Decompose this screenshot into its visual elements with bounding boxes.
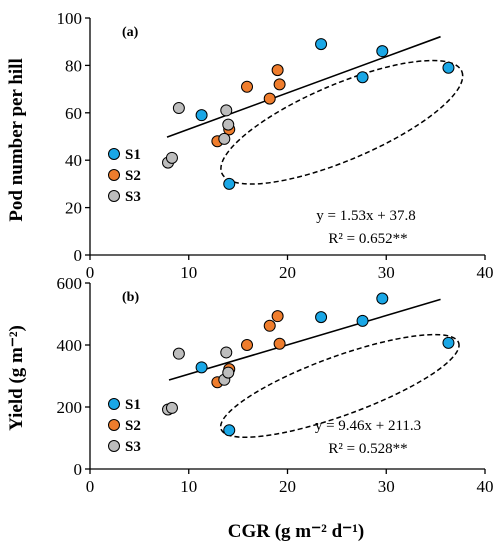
panel-a-point-s3	[222, 118, 235, 131]
panel-a-y-tick-label: 0	[74, 246, 83, 265]
panel-b-x-tick-label: 0	[86, 477, 95, 496]
panel-b-legend-label-s1: S1	[125, 397, 141, 413]
panel-b-legend-marker-s1	[108, 398, 120, 410]
panel-a-legend-label-s3: S3	[125, 189, 141, 205]
panel-b-point-s2	[263, 319, 276, 332]
panel-b-point-s2	[273, 337, 286, 350]
panel-b-x-tick-label: 30	[378, 477, 395, 496]
panel-b-point-s1	[315, 311, 328, 324]
panel-a-legend-label-s2: S2	[125, 168, 141, 184]
panel-b-legend-label-s3: S3	[125, 439, 141, 455]
panel-b-legend-marker-s3	[108, 440, 120, 452]
panel-a-x-tick-label: 40	[477, 263, 494, 282]
panel-a-point-s1	[442, 61, 455, 74]
panel-a-y-tick-label: 60	[65, 104, 82, 123]
panel-a-label: (a)	[122, 25, 139, 40]
panel-a-legend-label-s1: S1	[125, 147, 141, 163]
panel-b-x-tick-label: 40	[477, 477, 494, 496]
panel-b-label: (b)	[122, 290, 139, 305]
panel-b-point-s3	[165, 401, 178, 414]
panel-b-y-tick-label: 200	[57, 398, 83, 417]
panel-b-point-s2	[241, 339, 254, 351]
panel-b-point-s3	[172, 347, 185, 360]
panel-b-point-s1	[376, 292, 389, 305]
panel-b-point-s1	[223, 424, 236, 437]
panel-a-point-s1	[356, 71, 369, 84]
panel-a-x-tick-label: 20	[279, 263, 296, 282]
panel-b-point-s1	[442, 336, 455, 349]
panel-b-y-tick-label: 600	[57, 274, 83, 293]
panel-a-equation: y = 1.53x + 37.8	[316, 208, 415, 224]
panel-a-x-tick-label: 30	[378, 263, 395, 282]
panel-a-point-s1	[315, 38, 328, 51]
panel-a-point-s3	[165, 151, 178, 164]
panel-a-highlight-ellipse	[220, 59, 464, 185]
panel-a-plot: 0 20 40 60 80 100 0 10 20 30 40 S1 S2 S3	[57, 9, 494, 282]
panel-a-legend-marker-s1	[108, 148, 120, 160]
panel-b-point-s1	[195, 361, 208, 374]
panel-a-point-s2	[273, 78, 286, 91]
panel-a-y-tick-label: 80	[65, 56, 82, 75]
panel-a-legend-marker-s3	[108, 190, 120, 202]
panel-a-legend-marker-s2	[108, 169, 120, 181]
panel-b-trendline	[168, 298, 441, 381]
panel-a-point-s1	[376, 45, 389, 58]
panel-a-point-s2	[271, 64, 284, 77]
panel-b-plot: 0 200 400 600 0 10 20 30 40 S1 S2 S3	[57, 274, 494, 496]
panel-a-x-tick-label: 10	[180, 263, 197, 282]
panel-b-ylabel: Yield (g m⁻²)	[6, 325, 27, 431]
panel-b-equation: y = 9.46x + 211.3	[315, 418, 421, 434]
panel-a-point-s3	[172, 102, 185, 115]
panel-b-point-s3	[220, 346, 233, 359]
panel-b-legend-marker-s2	[108, 419, 120, 431]
panel-a-point-s2	[241, 80, 254, 93]
panel-a-point-s1	[195, 109, 208, 122]
panel-a-point-s3	[218, 132, 231, 145]
panel-a-ylabel: Pod number per hill	[6, 58, 27, 221]
panel-b-point-s1	[356, 314, 369, 327]
panel-a-point-s1	[223, 177, 236, 190]
panel-a-trendline	[166, 35, 441, 138]
panel-b-y-tick-label: 400	[57, 336, 83, 355]
panel-b-r2: R² = 0.528**	[328, 441, 407, 457]
panel-b-point-s2	[271, 310, 284, 323]
panel-b-point-s3	[222, 366, 235, 379]
panel-a-x-tick-label: 0	[86, 263, 95, 282]
panel-a-r2: R² = 0.652**	[328, 231, 407, 247]
panel-b-xlabel: CGR (g m⁻² d⁻¹)	[228, 521, 364, 542]
panel-b-x-tick-label: 10	[180, 477, 197, 496]
panel-b-x-tick-label: 20	[279, 477, 296, 496]
panel-b-highlight-ellipse	[219, 333, 460, 439]
panel-a-point-s2	[263, 92, 276, 105]
panel-b-y-tick-label: 0	[74, 460, 83, 479]
panel-b-legend-label-s2: S2	[125, 418, 141, 434]
panel-a-point-s3	[220, 104, 233, 117]
panel-a-y-tick-label: 100	[57, 9, 83, 28]
panel-a-y-tick-label: 20	[65, 199, 82, 218]
panel-a-y-tick-label: 40	[65, 151, 82, 170]
